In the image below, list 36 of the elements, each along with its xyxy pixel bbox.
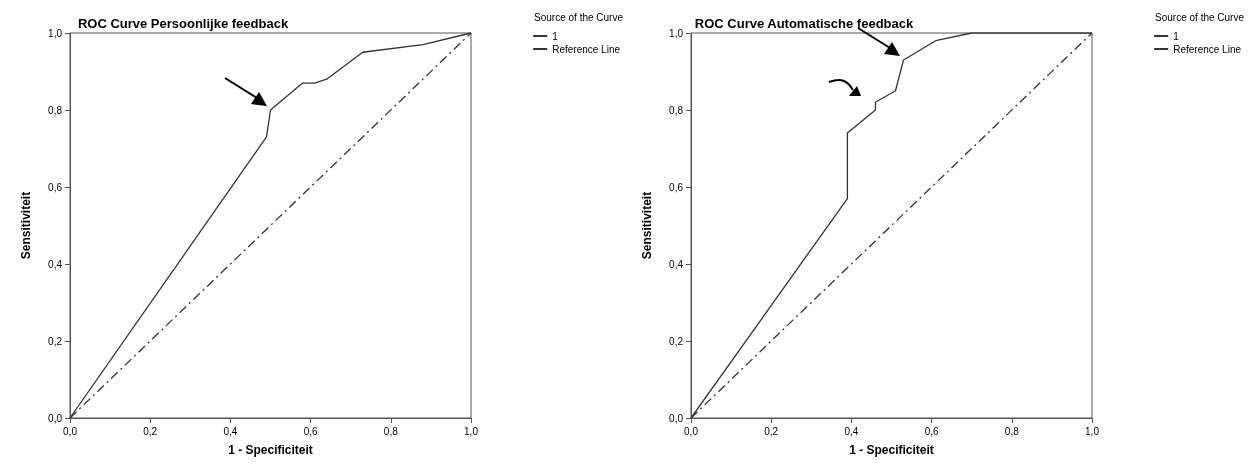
y-tick-label: 0,6 [669,181,684,193]
x-tick-label: 0,0 [684,425,699,437]
y-tick-label: 0,4 [48,258,63,270]
legend-label: Reference Line [1173,43,1242,55]
x-tick-label: 1,0 [1085,425,1100,437]
legend-label: 1 [1173,30,1180,42]
y-tick-label: 0,0 [669,412,684,424]
y-tick-label: 0,8 [48,104,63,116]
x-tick-label: 0,6 [924,425,939,437]
x-tick-label: 0,4 [223,425,238,437]
y-tick-label: 1,0 [669,27,684,39]
legend-title: Source of the Curve [534,11,624,23]
x-tick-label: 0,0 [63,425,78,437]
chart-title: ROC Curve Automatische feedback [694,16,914,31]
x-tick-label: 0,2 [143,425,158,437]
y-tick-label: 0,2 [669,335,684,347]
legend-label: 1 [552,30,559,42]
x-tick-label: 0,8 [383,425,399,437]
legend-label: Reference Line [552,43,621,55]
y-tick-label: 0,4 [669,258,684,270]
y-tick-label: 0,0 [48,412,63,424]
y-tick-label: 0,8 [669,104,684,116]
y-axis-title: Sensitiviteit [19,191,33,260]
chart-title: ROC Curve Persoonlijke feedback [77,16,289,31]
x-tick-label: 0,6 [303,425,318,437]
x-tick-label: 1,0 [464,425,479,437]
y-tick-label: 0,2 [48,335,63,347]
y-tick-label: 0,6 [48,181,63,193]
x-tick-label: 0,8 [1004,425,1020,437]
x-axis-title: 1 - Specificiteit [228,443,313,457]
y-axis-title: Sensitiviteit [640,191,654,260]
x-axis-title: 1 - Specificiteit [849,443,934,457]
legend-title: Source of the Curve [1155,11,1245,23]
x-tick-label: 0,4 [844,425,859,437]
y-tick-label: 1,0 [48,27,63,39]
x-tick-label: 0,2 [764,425,779,437]
